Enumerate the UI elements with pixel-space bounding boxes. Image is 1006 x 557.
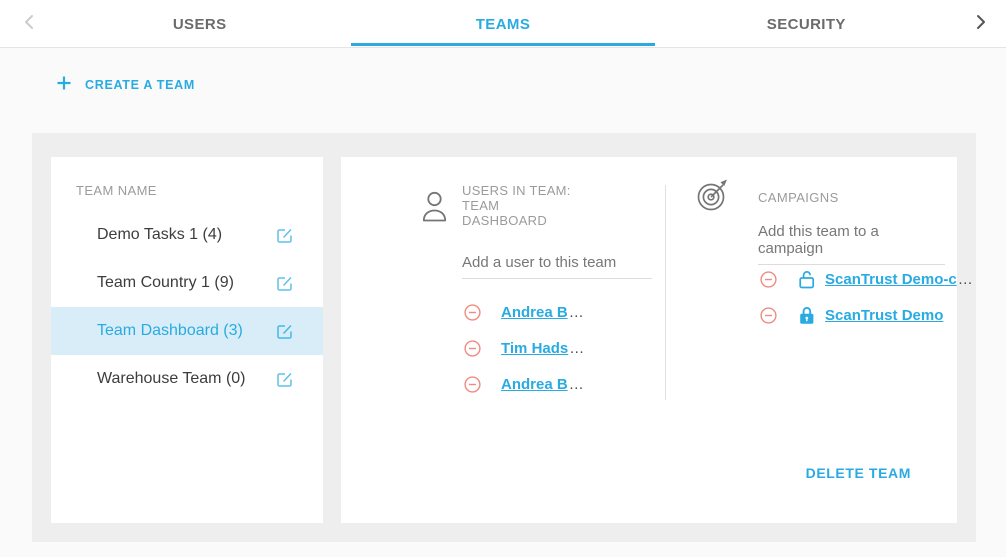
truncation-ellipsis: … [957,270,973,288]
chevron-left-icon [23,14,35,35]
users-title-line2: TEAM DASHBOARD [462,198,548,228]
team-row-selected[interactable]: Team Dashboard (3) [51,307,323,355]
plus-icon [56,75,72,96]
team-user-row: Andrea B… [464,294,584,330]
user-link[interactable]: Andrea B [501,303,568,321]
team-user-list: Andrea B… Tim Hads… Andrea B… [464,294,584,402]
next-tabs-button[interactable] [964,0,998,48]
create-team-button[interactable]: CREATE A TEAM [56,71,195,99]
team-row[interactable]: Team Country 1 (9) [51,259,323,307]
team-campaign-list: ScanTrust Demo-c… ScanTrust Demo [760,261,973,333]
add-user-input[interactable]: Add a user to this team [462,254,652,279]
team-row[interactable]: Warehouse Team (0) [51,355,323,403]
team-campaign-row: ScanTrust Demo [760,297,973,333]
create-team-label: CREATE A TEAM [85,78,196,92]
tab-teams[interactable]: TEAMS [351,0,655,48]
vertical-divider [665,185,666,400]
remove-campaign-icon[interactable] [760,306,777,324]
team-name-column-header: TEAM NAME [76,183,157,198]
tab-teams-label: TEAMS [475,15,531,33]
lock-open-icon [799,270,815,289]
team-rows: Demo Tasks 1 (4) Team Country 1 (9) Team… [51,211,323,403]
edit-team-icon[interactable] [276,371,293,388]
chevron-right-icon [975,14,987,35]
team-user-row: Tim Hads… [464,330,584,366]
truncation-ellipsis: … [569,339,585,357]
team-name: Team Country 1 (9) [97,274,234,291]
remove-campaign-icon[interactable] [760,270,777,288]
campaigns-title: CAMPAIGNS [758,190,839,205]
team-name: Team Dashboard (3) [97,322,243,339]
tab-users-label: USERS [172,15,227,33]
team-campaign-row: ScanTrust Demo-c… [760,261,973,297]
tab-security-label: SECURITY [766,15,846,33]
team-detail-panel: USERS IN TEAM: TEAM DASHBOARD Add a user… [341,157,973,523]
edit-team-icon[interactable] [276,323,293,340]
user-link[interactable]: Andrea B [501,375,568,393]
campaign-link[interactable]: ScanTrust Demo-c [825,270,957,288]
users-title-line1: USERS IN TEAM: [462,183,571,198]
team-list-panel: TEAM NAME Demo Tasks 1 (4) Team Country … [51,157,323,523]
user-link[interactable]: Tim Hads [501,339,569,357]
users-in-team-title: USERS IN TEAM: TEAM DASHBOARD [462,183,571,228]
team-name: Warehouse Team (0) [97,370,246,387]
add-campaign-placeholder: Add this team to a campaign [758,223,879,257]
truncation-ellipsis: … [568,303,584,321]
person-icon [421,190,448,228]
edit-team-icon[interactable] [276,275,293,292]
prev-tabs-button[interactable] [12,0,46,48]
add-campaign-input[interactable]: Add this team to a campaign [758,223,945,265]
team-row[interactable]: Demo Tasks 1 (4) [51,211,323,259]
remove-user-icon[interactable] [464,375,481,393]
tab-security[interactable]: SECURITY [655,0,958,48]
tab-bar: USERS TEAMS SECURITY [0,0,1006,48]
delete-team-button[interactable]: DELETE TEAM [805,465,911,481]
campaign-link[interactable]: ScanTrust Demo [825,306,944,324]
remove-user-icon[interactable] [464,303,481,321]
campaign-target-icon [696,178,731,218]
team-name: Demo Tasks 1 (4) [97,226,223,243]
lock-closed-icon [799,306,815,325]
edit-team-icon[interactable] [276,227,293,244]
add-user-placeholder: Add a user to this team [462,254,617,271]
tab-users[interactable]: USERS [48,0,351,48]
teams-board: TEAM NAME Demo Tasks 1 (4) Team Country … [32,133,976,542]
truncation-ellipsis: … [568,375,584,393]
team-user-row: Andrea B… [464,366,584,402]
remove-user-icon[interactable] [464,339,481,357]
